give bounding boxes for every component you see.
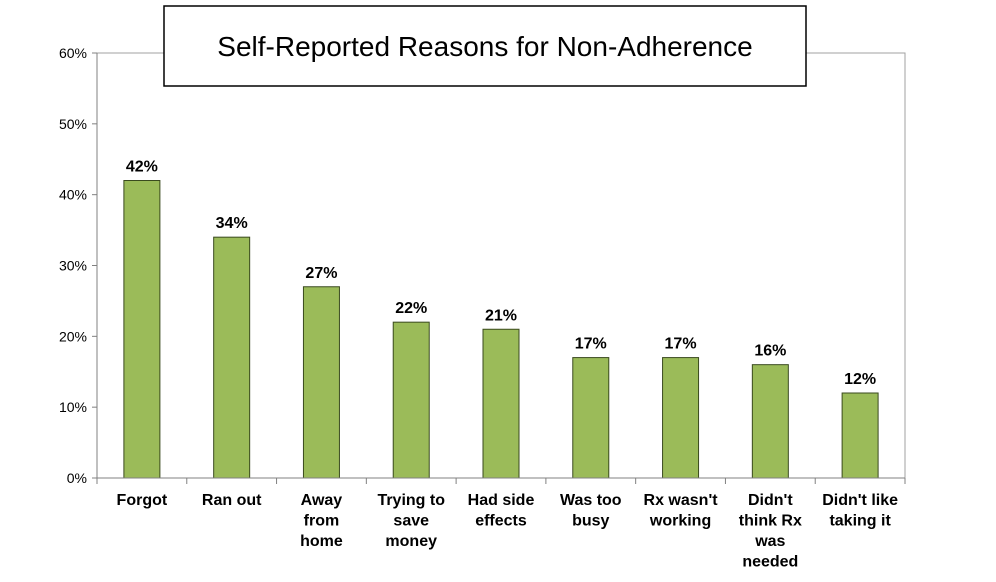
- bar: [302, 286, 340, 479]
- bar: [662, 357, 700, 479]
- data-label: 16%: [754, 343, 786, 360]
- x-category-label: money: [385, 533, 437, 550]
- y-tick-label: 10%: [59, 399, 87, 415]
- x-category-label: effects: [475, 513, 527, 530]
- chart-title-box: Self-Reported Reasons for Non-Adherence: [163, 5, 807, 87]
- x-category-label: Had side: [468, 492, 535, 509]
- x-category-label: save: [393, 513, 429, 530]
- bar: [572, 357, 610, 479]
- x-category-label: Rx wasn't: [644, 492, 719, 509]
- chart-title-frame: [163, 5, 807, 87]
- data-label: 34%: [216, 215, 248, 232]
- y-axis: 0% 10% 20% 30% 40% 50% 60%: [59, 45, 98, 486]
- x-category-label: from: [304, 513, 340, 530]
- data-label: 42%: [126, 159, 158, 176]
- bar: [213, 236, 251, 479]
- x-category-label: Trying to: [377, 492, 445, 509]
- x-category-label: busy: [572, 513, 609, 530]
- x-category-label: Away: [301, 492, 343, 509]
- data-label: 22%: [395, 300, 427, 317]
- x-category-label: Was too: [560, 492, 622, 509]
- x-category-label: working: [649, 513, 711, 530]
- x-axis: Forgot Ran out Away from home Trying to save mo…: [96, 477, 906, 571]
- x-category-label: needed: [742, 554, 798, 571]
- bar: [392, 321, 430, 479]
- bar: [751, 364, 789, 479]
- x-category-label: Didn't like: [822, 492, 898, 509]
- y-tick-label: 0%: [67, 470, 87, 486]
- x-category-label: think Rx: [739, 513, 802, 530]
- x-category-label: was: [754, 533, 785, 550]
- y-tick-label: 40%: [59, 187, 87, 203]
- x-category-label: Didn't: [748, 492, 793, 509]
- data-label: 27%: [305, 265, 337, 282]
- data-label: 12%: [844, 371, 876, 388]
- bar: [841, 392, 879, 479]
- data-label: 17%: [665, 336, 697, 353]
- data-label: 21%: [485, 307, 517, 324]
- data-label: 17%: [575, 336, 607, 353]
- y-tick-label: 20%: [59, 328, 87, 344]
- bar: [482, 328, 520, 479]
- y-tick-label: 30%: [59, 258, 87, 274]
- y-tick-label: 50%: [59, 116, 87, 132]
- bar: [123, 180, 161, 479]
- chart-title: Self-Reported Reasons for Non-Adherence: [217, 31, 752, 62]
- x-category-label: taking it: [829, 513, 891, 530]
- x-category-label: Ran out: [202, 492, 262, 509]
- x-category-label: Forgot: [117, 492, 168, 509]
- data-labels-group: 42% 34% 27% 22% 21% 17% 17% 16% 12%: [126, 159, 876, 389]
- y-tick-label: 60%: [59, 45, 87, 61]
- bars-group: [123, 180, 879, 479]
- x-category-label: home: [300, 533, 343, 550]
